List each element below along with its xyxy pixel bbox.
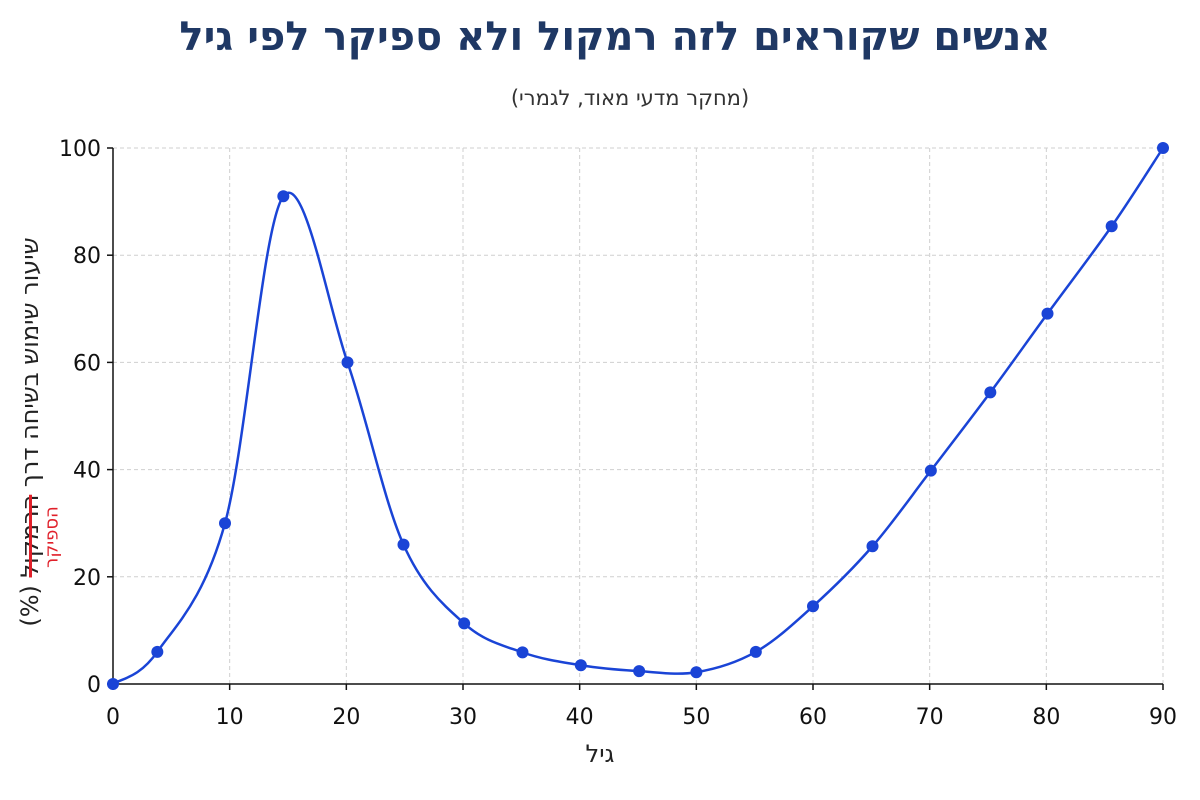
x-tick-label: 60 <box>799 705 827 730</box>
x-tick-label: 10 <box>216 705 244 730</box>
data-point <box>866 540 879 553</box>
x-tick-label: 40 <box>566 705 594 730</box>
data-point <box>633 665 646 678</box>
x-axis-label: גיל <box>585 740 615 768</box>
correction-text: הספיקר <box>41 506 63 568</box>
data-point <box>458 617 471 630</box>
x-tick-label: 50 <box>682 705 710 730</box>
series <box>107 142 1169 690</box>
y-axis-label-struck-word: הרמקול <box>16 494 44 578</box>
data-point <box>107 678 119 690</box>
data-point <box>1157 142 1169 154</box>
y-tick-label: 80 <box>73 244 101 269</box>
x-tick-label: 0 <box>106 705 120 730</box>
grid <box>113 147 1164 684</box>
tick-labels: 0 10 20 30 40 50 60 70 80 90 0 20 40 60 80 100 <box>59 137 1177 730</box>
series-line <box>112 147 1165 686</box>
x-tick-label: 70 <box>916 705 944 730</box>
y-axis-label-prefix: שיעור שימוש בשיחה דרך <box>16 237 44 495</box>
data-point <box>219 517 231 530</box>
data-point <box>277 190 290 203</box>
chart-subtitle: (מחקר מדעי מאוד, לגמרי) <box>510 86 750 110</box>
data-point <box>1105 220 1118 233</box>
x-tick-label: 30 <box>449 705 477 730</box>
x-tick-label: 90 <box>1149 705 1177 730</box>
data-point <box>574 659 587 672</box>
data-point <box>984 386 997 399</box>
chart-title: אנשים שקוראים לזה רמקול ולא ספיקר לפי גי… <box>179 14 1051 60</box>
data-point <box>1041 307 1054 320</box>
x-tick-label: 20 <box>332 705 360 730</box>
data-point <box>516 646 529 659</box>
y-axis-label-suffix: (%) <box>16 577 44 627</box>
y-tick-label: 0 <box>87 673 101 698</box>
data-point <box>924 464 937 477</box>
y-tick-label: 40 <box>73 459 101 484</box>
data-point <box>807 600 819 613</box>
data-point <box>341 356 354 369</box>
data-point <box>397 538 410 551</box>
axes <box>107 147 1164 690</box>
data-point <box>151 645 164 658</box>
x-tick-label: 80 <box>1032 705 1060 730</box>
data-point <box>690 666 703 679</box>
y-tick-label: 20 <box>73 566 101 591</box>
y-tick-label: 100 <box>59 137 101 162</box>
data-point <box>749 645 762 658</box>
y-tick-label: 60 <box>73 351 101 376</box>
